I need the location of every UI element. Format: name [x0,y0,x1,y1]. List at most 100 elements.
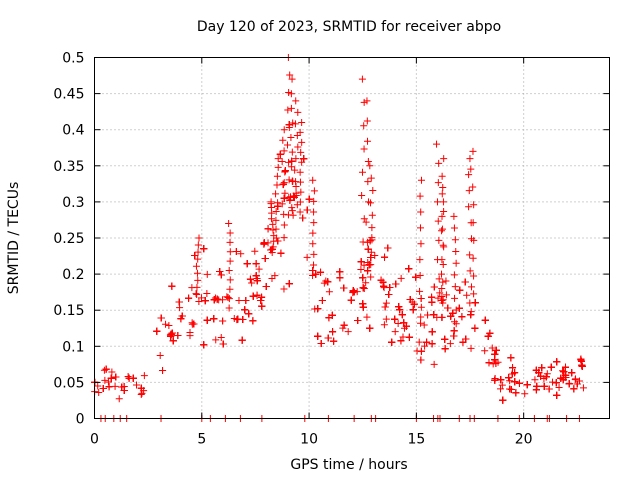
data-point [364,245,372,253]
data-point [380,321,388,329]
data-point [579,384,587,392]
data-point [416,192,424,200]
data-point [368,224,376,232]
data-point [438,227,446,235]
data-point [278,157,286,165]
data-point [363,97,371,105]
data-point [547,363,555,371]
data-point [428,340,436,348]
axis-ticks: 0 0.05 0.1 0.15 0.2 0.25 0.3 0.35 0.4 0.45 0.5 0 5 10… [53,51,610,448]
data-point [310,219,318,227]
data-point [298,138,306,146]
data-point [292,155,300,163]
data-point [288,148,296,156]
data-point [310,197,318,205]
data-point [371,251,379,259]
data-point [466,299,474,307]
data-point [281,167,289,175]
data-point [559,376,567,384]
data-point [104,378,112,386]
data-point [358,191,366,199]
data-point [416,256,424,264]
data-point [538,364,546,372]
data-point [277,249,285,257]
data-point [309,176,317,184]
data-point [380,282,388,290]
data-point [193,283,201,291]
data-point [100,366,108,374]
data-point [428,298,436,306]
data-point [246,275,254,283]
data-point [434,217,442,225]
y-tick-label: 0.4 [62,123,84,139]
data-point [194,241,202,249]
data-point [273,181,281,189]
data-point [186,328,194,336]
data-point [294,143,302,151]
data-point [278,200,286,208]
data-point [287,104,295,112]
data-point [101,376,109,384]
data-point [416,287,424,295]
grid-lines [94,57,610,419]
data-point [329,328,337,336]
data-point [253,291,261,299]
data-point [125,374,133,382]
data-point [357,265,365,273]
data-point [359,300,367,308]
data-point [515,379,523,387]
data-point [296,168,304,176]
data-point [360,285,368,293]
data-point [309,229,317,237]
data-point [434,179,442,187]
data-point [258,302,266,310]
data-point [200,245,208,253]
data-point [450,271,458,279]
data-point [238,336,246,344]
data-point [391,315,399,323]
data-point [367,254,375,262]
data-point [195,234,203,242]
data-point [291,120,299,128]
data-point [270,232,278,240]
y-tick-label: 0.45 [53,87,84,103]
data-point [276,150,284,158]
data-point [285,123,293,131]
data-point [360,122,368,130]
y-tick-label: 0.15 [53,303,84,319]
data-point [565,380,573,388]
data-point [279,136,287,144]
data-point [280,285,288,293]
data-point [456,286,464,294]
data-point [225,266,233,274]
data-point [245,310,253,318]
data-point [492,360,500,368]
data-point [382,315,390,323]
data-point [336,274,344,282]
data-point [288,204,296,212]
data-point [191,251,199,259]
y-tick-label: 0.35 [53,159,84,175]
data-point [260,239,268,247]
data-point [438,256,446,264]
data-point [439,278,447,286]
data-point [303,253,311,261]
data-point [452,306,460,314]
data-point [219,340,227,348]
data-point [423,338,431,346]
y-tick-label: 0.2 [62,267,84,283]
y-tick-label: 0.05 [53,375,84,391]
data-point [108,368,116,376]
data-point [280,147,288,155]
data-point [280,179,288,187]
data-point [485,359,493,367]
data-point [506,377,514,385]
data-point [450,224,458,232]
data-point [314,332,322,340]
data-point [201,297,209,305]
data-point [310,187,318,195]
data-point [225,295,233,303]
data-point [303,206,311,214]
data-point [359,303,367,311]
data-point [309,272,317,280]
